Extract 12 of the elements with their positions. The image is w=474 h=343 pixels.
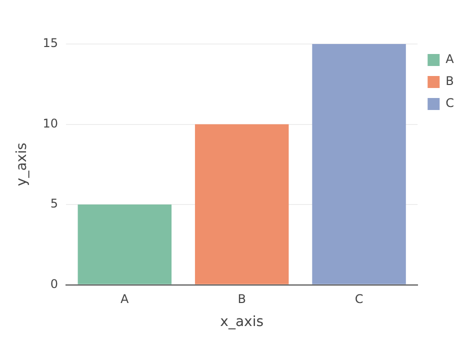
y-tick-label: 5 <box>50 196 58 211</box>
legend-label: C <box>446 96 454 110</box>
y-tick-label: 10 <box>42 116 58 130</box>
y-tick-label: 15 <box>42 36 58 50</box>
legend-label: A <box>446 52 455 66</box>
legend-label: B <box>446 74 454 88</box>
y-tick-label: 0 <box>50 276 58 291</box>
x-tick-label: B <box>238 292 246 306</box>
y-axis-title: y_axis <box>14 142 30 186</box>
x-tick-label: C <box>354 292 364 306</box>
x-axis-title: x_axis <box>220 314 264 330</box>
x-tick-label: A <box>120 292 130 306</box>
